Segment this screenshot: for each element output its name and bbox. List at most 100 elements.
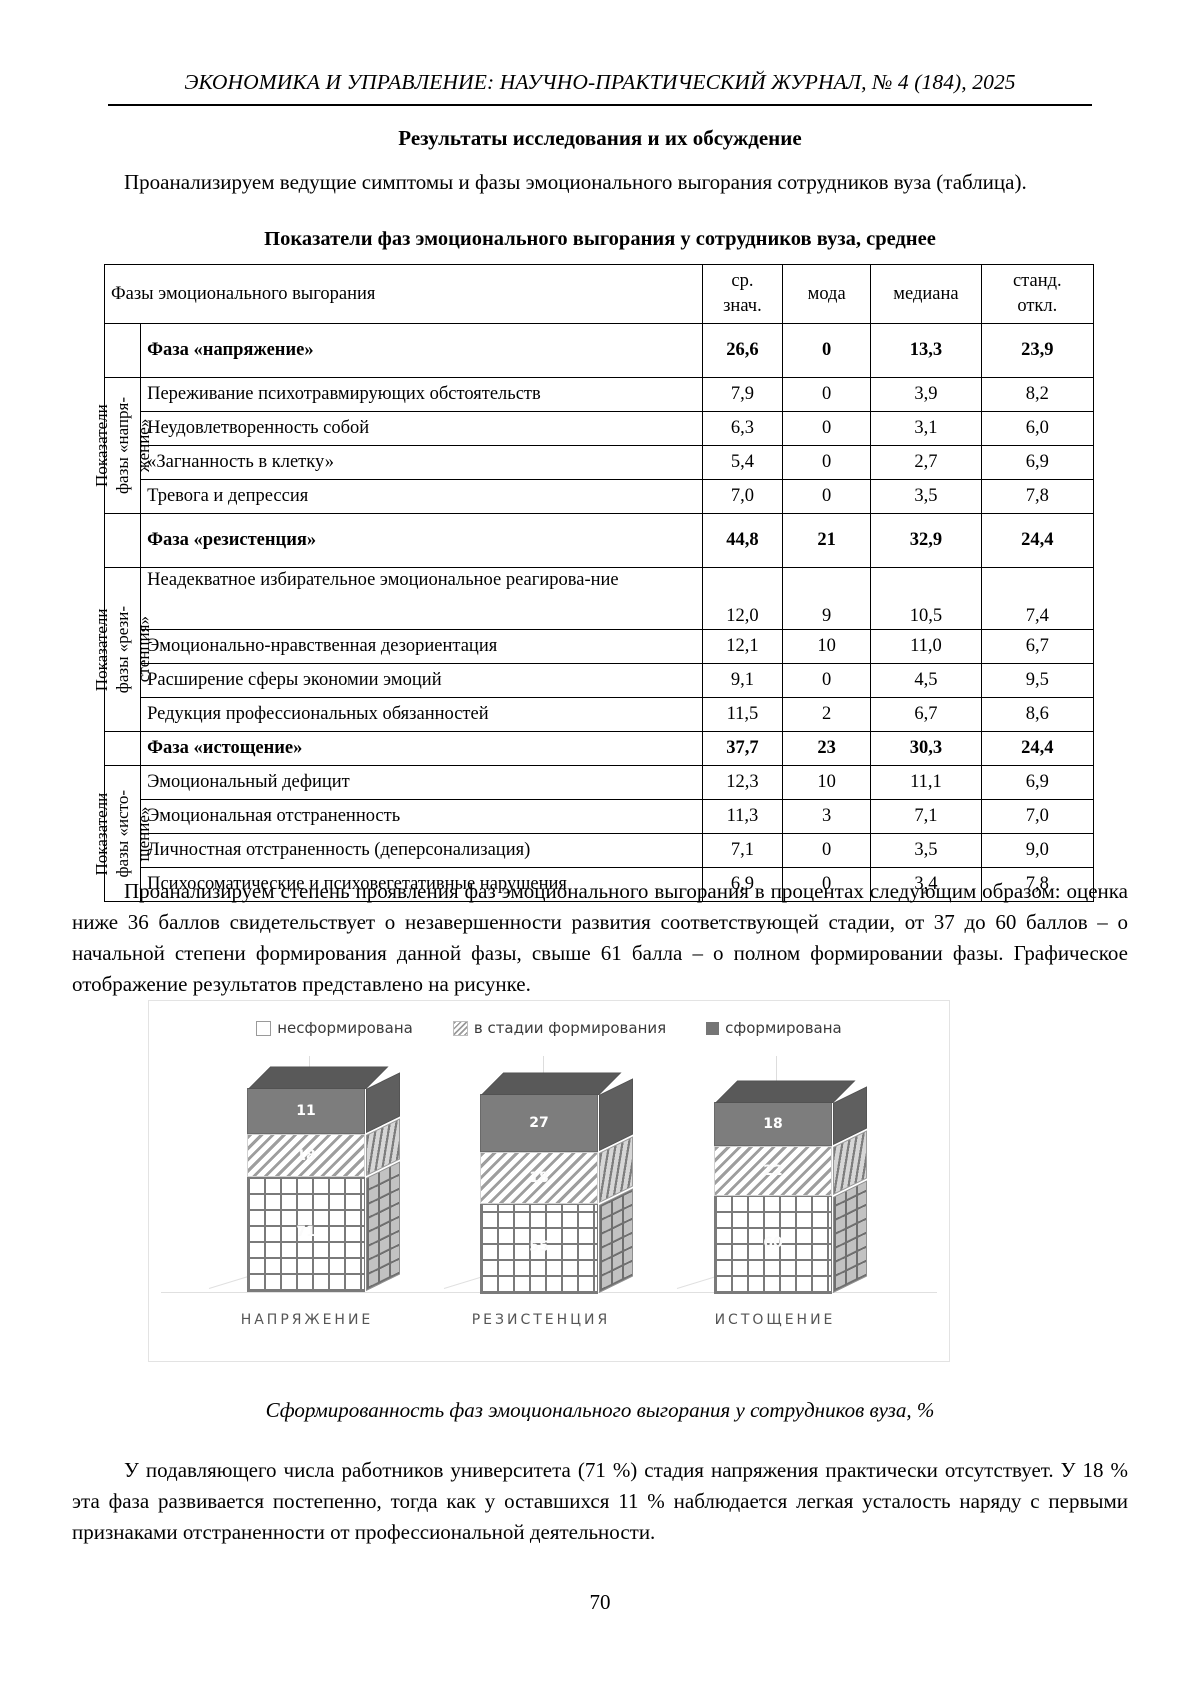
rotated-label-box-1: Показатели фазы «напря- жение» [111,397,134,494]
rotated-label-text-3: Показатели фазы «исто- щение» [91,790,154,877]
bar3-segment-none[interactable]: 60 [714,1196,832,1294]
bar3-side-none [833,1180,867,1293]
rotated-label-text-1: Показатели фазы «напря- жение» [91,397,154,494]
symptom-mode: 0 [783,446,871,480]
bar1-segment-none[interactable]: 71 [247,1177,365,1292]
table-row: Фаза «резистенция» 44,8 21 32,9 24,4 [105,514,1094,568]
symptom-name: Расширение сферы экономии эмоций [141,664,703,698]
phase-median-2: 32,9 [871,514,981,568]
legend-label-done: сформирована [725,1019,842,1037]
header-mean-line2: знач. [709,294,776,319]
bar2-top-face [481,1073,621,1095]
legend-item-none: несформирована [256,1019,413,1037]
legend-swatch-progress-icon [453,1021,468,1036]
symptom-mode: 2 [783,698,871,732]
table-row: Эмоциональная отстраненность 11,3 3 7,1 … [105,800,1094,834]
paragraph-intro: Проанализируем ведущие симптомы и фазы э… [72,167,1128,198]
table-row: Фаза «истощение» 37,7 23 30,3 24,4 [105,732,1094,766]
symptom-sd: 6,0 [981,412,1093,446]
chart-category-label-1: НАПРЯЖЕНИЕ [197,1312,417,1328]
bar3-label-progress: 22 [715,1163,831,1179]
phase-name-3: Фаза «истощение» [141,732,703,766]
table-row: Показатели фазы «напря- жение» Переживан… [105,378,1094,412]
symptom-name: Эмоциональная отстраненность [141,800,703,834]
phase-name-2: Фаза «резистенция» [141,514,703,568]
chart-bar-istoshchenie[interactable]: 18 22 60 [714,1102,832,1294]
table-row: Редукция профессиональных обязанностей 1… [105,698,1094,732]
bar1-segment-progress[interactable]: 18 [247,1134,365,1177]
header-mean-line1: ср. [709,269,776,294]
symptom-mode: 10 [783,630,871,664]
symptom-sd: 6,7 [981,630,1093,664]
bar1-label-done: 11 [248,1103,364,1119]
symptom-sd: 9,0 [981,834,1093,868]
symptom-name: Эмоциональный дефицит [141,766,703,800]
table-row: Тревога и депрессия 7,0 0 3,5 7,8 [105,480,1094,514]
symptom-mean: 6,3 [702,412,782,446]
symptom-median: 3,1 [871,412,981,446]
legend-item-done: сформирована [706,1019,842,1037]
bar3-top-face [715,1081,855,1103]
chart-category-label-2: РЕЗИСТЕНЦИЯ [431,1312,651,1328]
table-row: Фаза «напряжение» 26,6 0 13,3 23,9 [105,324,1094,378]
bar2-label-done: 27 [481,1115,597,1131]
symptom-mode: 0 [783,664,871,698]
legend-swatch-done-icon [706,1022,719,1035]
symptom-mean: 12,3 [702,766,782,800]
bar2-segment-progress[interactable]: 18 [480,1152,598,1204]
symptom-mean: 9,1 [702,664,782,698]
phase-mode-3: 23 [783,732,871,766]
bar2-label-none: 55 [481,1239,597,1255]
table-row: «Загнанность в клетку» 5,4 0 2,7 6,9 [105,446,1094,480]
phase-median-1: 13,3 [871,324,981,378]
symptom-sd: 6,9 [981,446,1093,480]
burnout-chart-figure: несформирована в стадии формирования сфо… [148,1000,950,1362]
legend-item-progress: в стадии формирования [453,1019,666,1037]
section-title: Результаты исследования и их обсуждение [108,126,1092,151]
symptom-mean: 7,0 [702,480,782,514]
phase-mean-3: 37,7 [702,732,782,766]
document-page: ЭКОНОМИКА И УПРАВЛЕНИЕ: НАУЧНО-ПРАКТИЧЕС… [0,0,1200,1698]
symptom-median: 2,7 [871,446,981,480]
bar3-segment-done[interactable]: 18 [714,1102,832,1146]
symptom-mode: 0 [783,480,871,514]
chart-bar-rezistenciya[interactable]: 27 18 55 [480,1094,598,1294]
bar1-top-face [248,1067,388,1089]
group-rotated-spacer-1 [105,324,141,378]
table-row: Эмоционально-нравственная дезориентация … [105,630,1094,664]
symptom-mean: 11,3 [702,800,782,834]
bar1-side-none [366,1161,400,1291]
phase-mean-1: 26,6 [702,324,782,378]
symptom-median: 3,9 [871,378,981,412]
bar2-segment-done[interactable]: 27 [480,1094,598,1152]
symptom-mean: 7,9 [702,378,782,412]
paragraph-methodology: Проанализируем степень проявления фаз эм… [72,876,1128,1000]
chart-bar-naprayzhenie[interactable]: 11 18 71 [247,1088,365,1292]
table-row: Неудовлетворенность собой 6,3 0 3,1 6,0 [105,412,1094,446]
legend-swatch-none-icon [256,1021,271,1036]
paragraph-conclusion-text: У подавляющего числа работников универси… [72,1458,1128,1544]
bar1-label-progress: 18 [248,1148,364,1164]
table-caption: Показатели фаз эмоционального выгорания … [108,228,1092,251]
symptom-mode: 9 [783,568,871,630]
bar3-segment-progress[interactable]: 22 [714,1146,832,1196]
running-head-rule [108,104,1092,106]
header-median: медиана [871,265,981,324]
symptom-mode: 0 [783,412,871,446]
symptom-sd: 7,0 [981,800,1093,834]
symptom-name: Тревога и депрессия [141,480,703,514]
phase-mode-2: 21 [783,514,871,568]
symptom-name: Личностная отстраненность (деперсонализа… [141,834,703,868]
table-header-row: Фазы эмоционального выгорания ср. знач. … [105,265,1094,324]
bar3-label-none: 60 [715,1235,831,1251]
bar3-label-done: 18 [715,1116,831,1132]
symptom-median: 11,0 [871,630,981,664]
legend-label-progress: в стадии формирования [474,1019,666,1037]
symptom-median: 7,1 [871,800,981,834]
phase-median-3: 30,3 [871,732,981,766]
bar2-segment-none[interactable]: 55 [480,1204,598,1294]
symptom-sd: 9,5 [981,664,1093,698]
bar1-segment-done[interactable]: 11 [247,1088,365,1134]
table-row: Расширение сферы экономии эмоций 9,1 0 4… [105,664,1094,698]
symptom-mean: 11,5 [702,698,782,732]
